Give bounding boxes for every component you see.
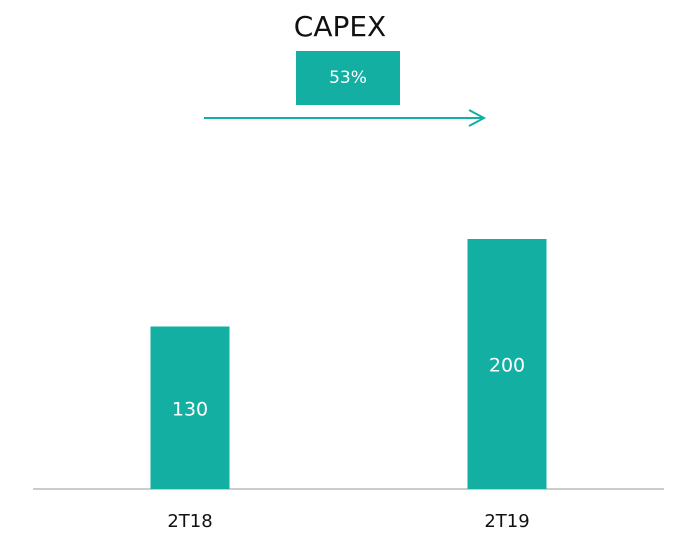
annotation: 53% <box>329 68 367 88</box>
bar <box>467 239 547 489</box>
arrow-head <box>468 109 487 127</box>
bar <box>150 326 230 489</box>
x-tick-label: 2T18 <box>167 511 212 532</box>
data-label: 130 <box>172 398 208 420</box>
x-tick-label: 2T19 <box>484 511 529 532</box>
chart-title: CAPEX <box>294 10 386 43</box>
data-label: 200 <box>489 355 525 377</box>
annotation-box <box>296 51 400 105</box>
